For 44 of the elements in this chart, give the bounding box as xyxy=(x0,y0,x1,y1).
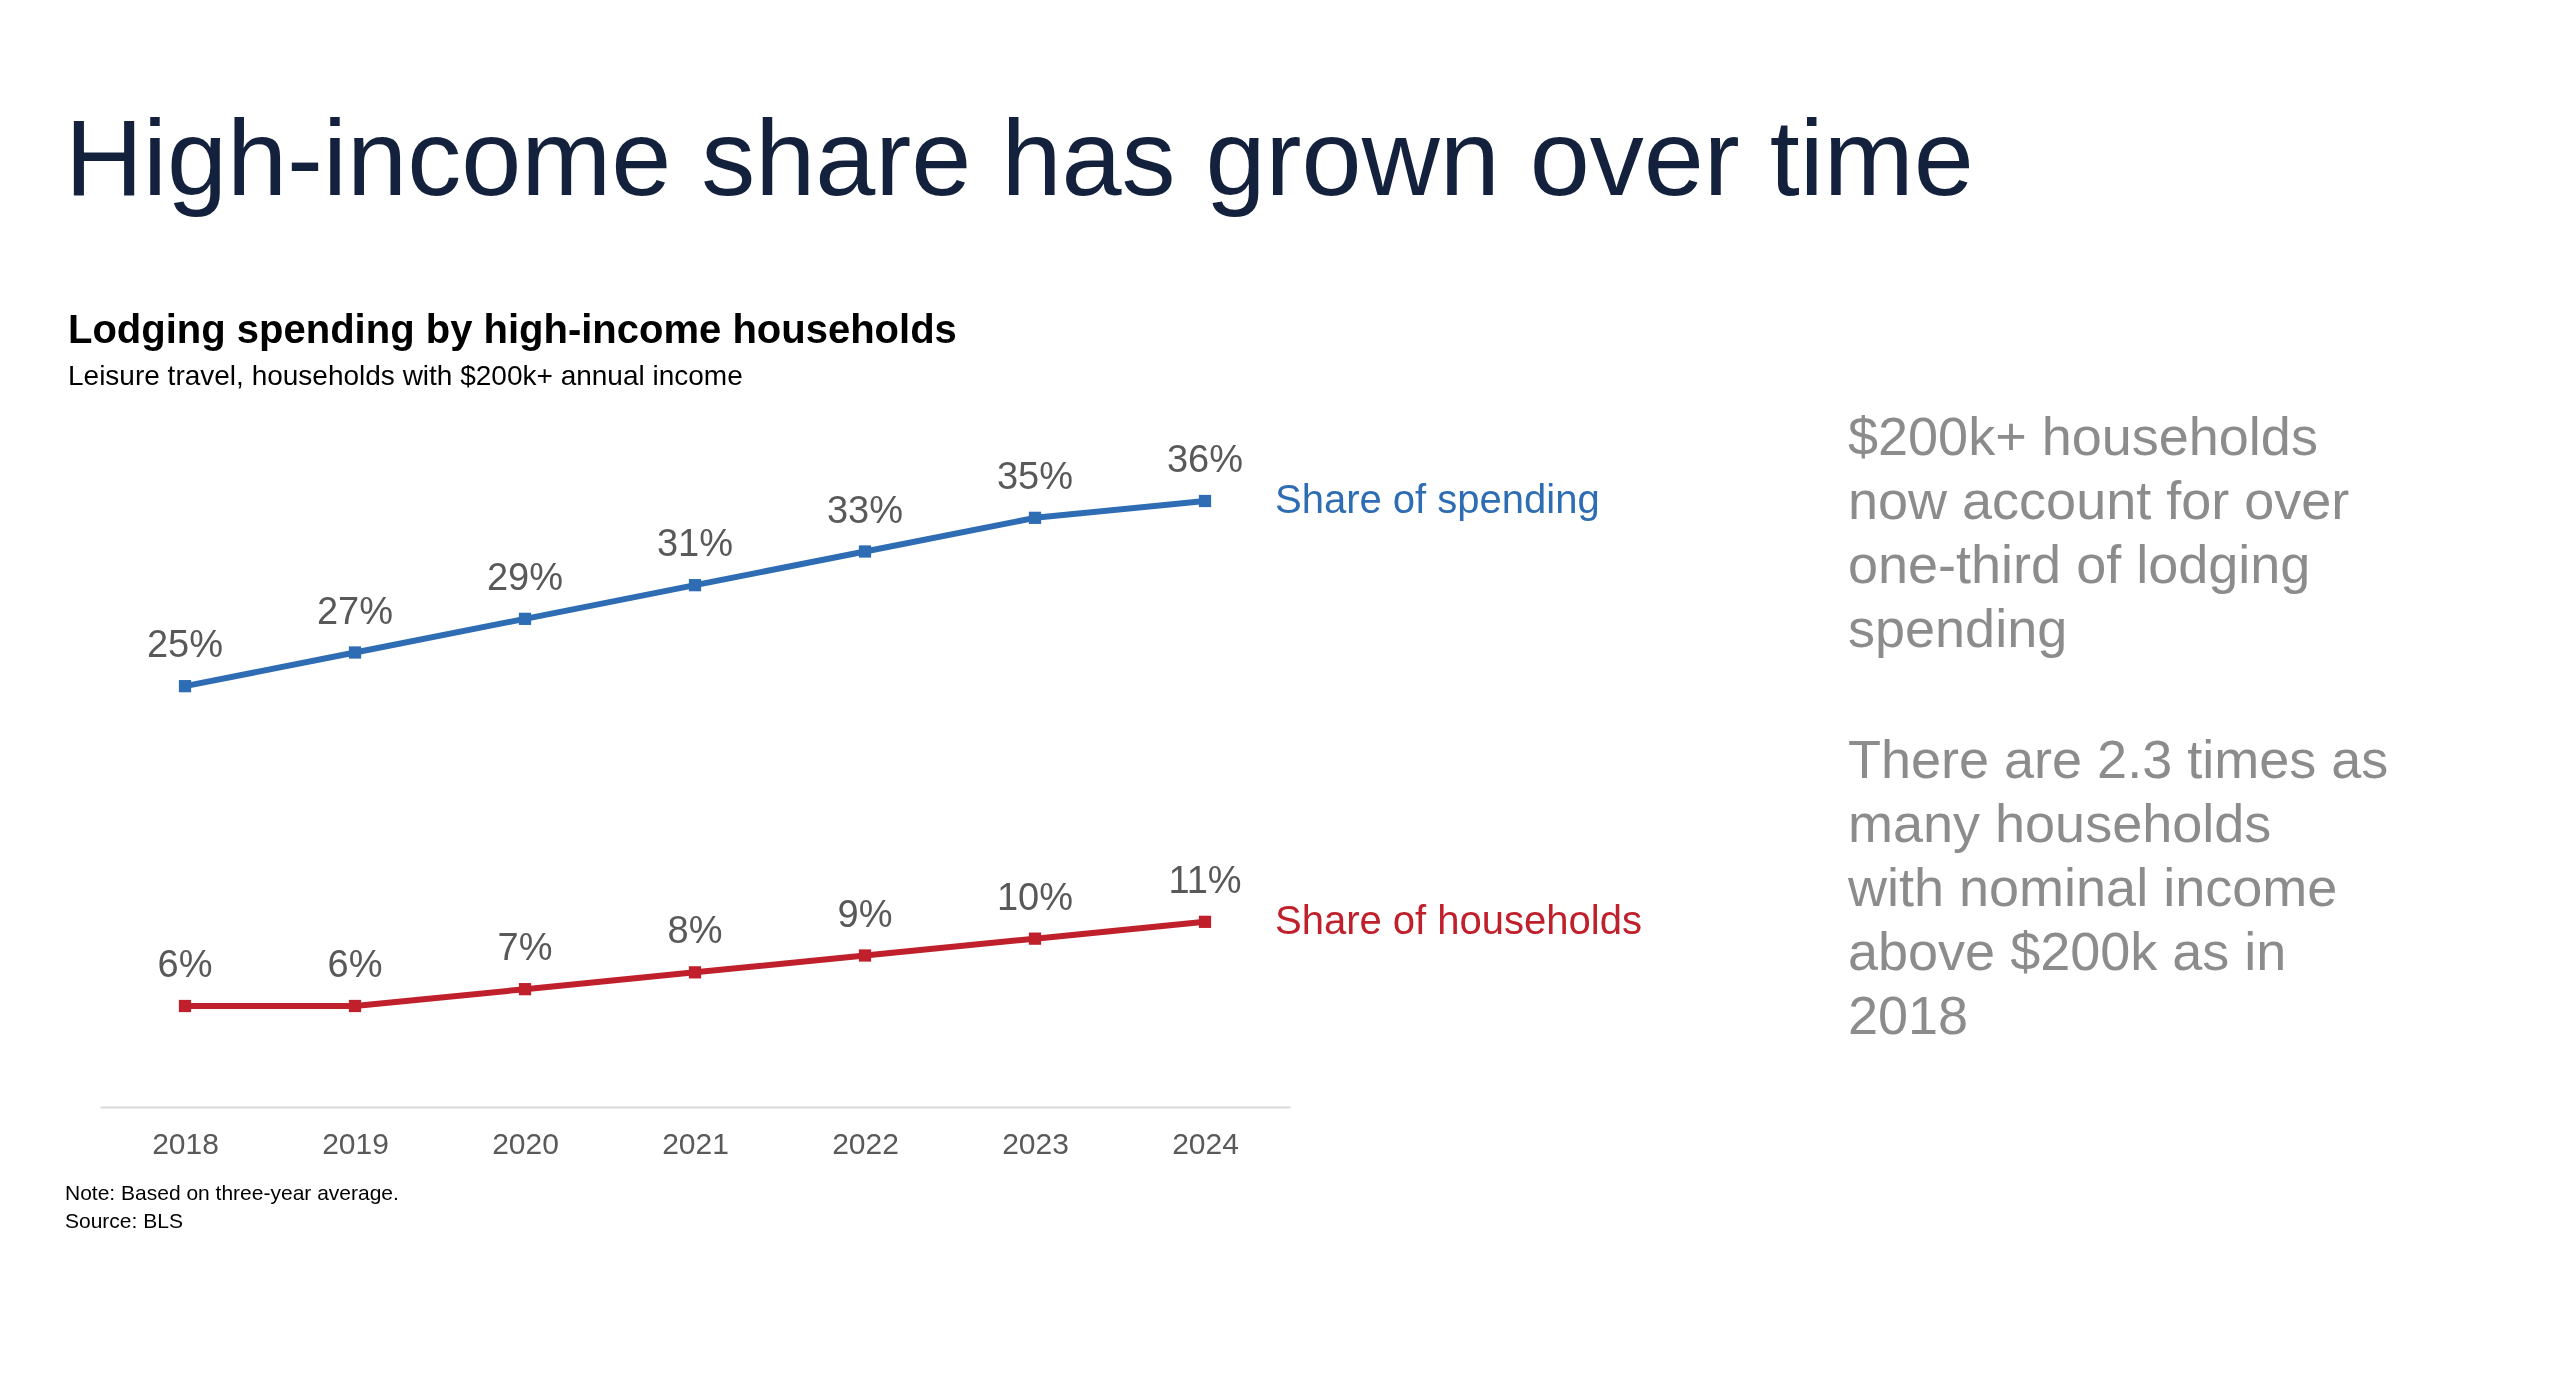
data-label: 9% xyxy=(837,892,893,935)
data-label: 31% xyxy=(656,522,734,565)
point xyxy=(178,999,192,1013)
point xyxy=(348,646,362,659)
point xyxy=(348,999,362,1013)
data-label: 29% xyxy=(486,555,564,598)
x-tick-label: 2020 xyxy=(492,1126,559,1160)
text: Leisure travel, households with $200k+ annual income xyxy=(68,360,743,391)
source-note: Source: BLS xyxy=(65,1209,183,1232)
x-tick-label: 2018 xyxy=(152,1126,219,1160)
data-label: 8% xyxy=(667,909,723,952)
x-tick-label: 2023 xyxy=(1002,1126,1069,1160)
point xyxy=(518,983,532,996)
x-tick-label: 2024 xyxy=(1172,1126,1239,1160)
data-label: 25% xyxy=(146,623,224,666)
point xyxy=(1198,915,1212,928)
point xyxy=(1198,494,1212,508)
x-tick-label: 2022 xyxy=(832,1126,899,1160)
data-label: 7% xyxy=(497,926,553,969)
text: Note: Based on three-year average. xyxy=(65,1181,399,1204)
data-label: 35% xyxy=(996,454,1074,497)
series-label: Share of spending xyxy=(1275,477,1600,521)
data-label: 33% xyxy=(826,488,904,531)
point xyxy=(1028,932,1042,945)
data-label: 6% xyxy=(157,943,213,985)
data-label: 11% xyxy=(1168,858,1242,901)
point xyxy=(688,579,702,592)
data-label: 36% xyxy=(1166,438,1244,480)
point xyxy=(178,680,192,693)
x-tick-label: 2019 xyxy=(322,1126,389,1160)
point xyxy=(858,949,872,962)
point xyxy=(688,966,702,979)
text: There are 2.3 times as many households with nominal income above $200k as in 2018 xyxy=(1847,729,2389,1045)
data-label: 10% xyxy=(996,875,1074,918)
x-tick-label: 2021 xyxy=(662,1126,729,1160)
text: $200k+ households now account for over one-third of lodging spending xyxy=(1848,406,2350,658)
chart-title: High-income share has grown over time xyxy=(65,97,1974,218)
point xyxy=(1028,511,1042,524)
data-label: 6% xyxy=(327,943,383,985)
series-label: Share of households xyxy=(1275,897,1642,942)
point xyxy=(518,612,532,625)
data-label: 27% xyxy=(316,589,394,632)
chart-subtitle: Lodging spending by high-income households xyxy=(68,307,957,351)
point xyxy=(858,545,872,558)
